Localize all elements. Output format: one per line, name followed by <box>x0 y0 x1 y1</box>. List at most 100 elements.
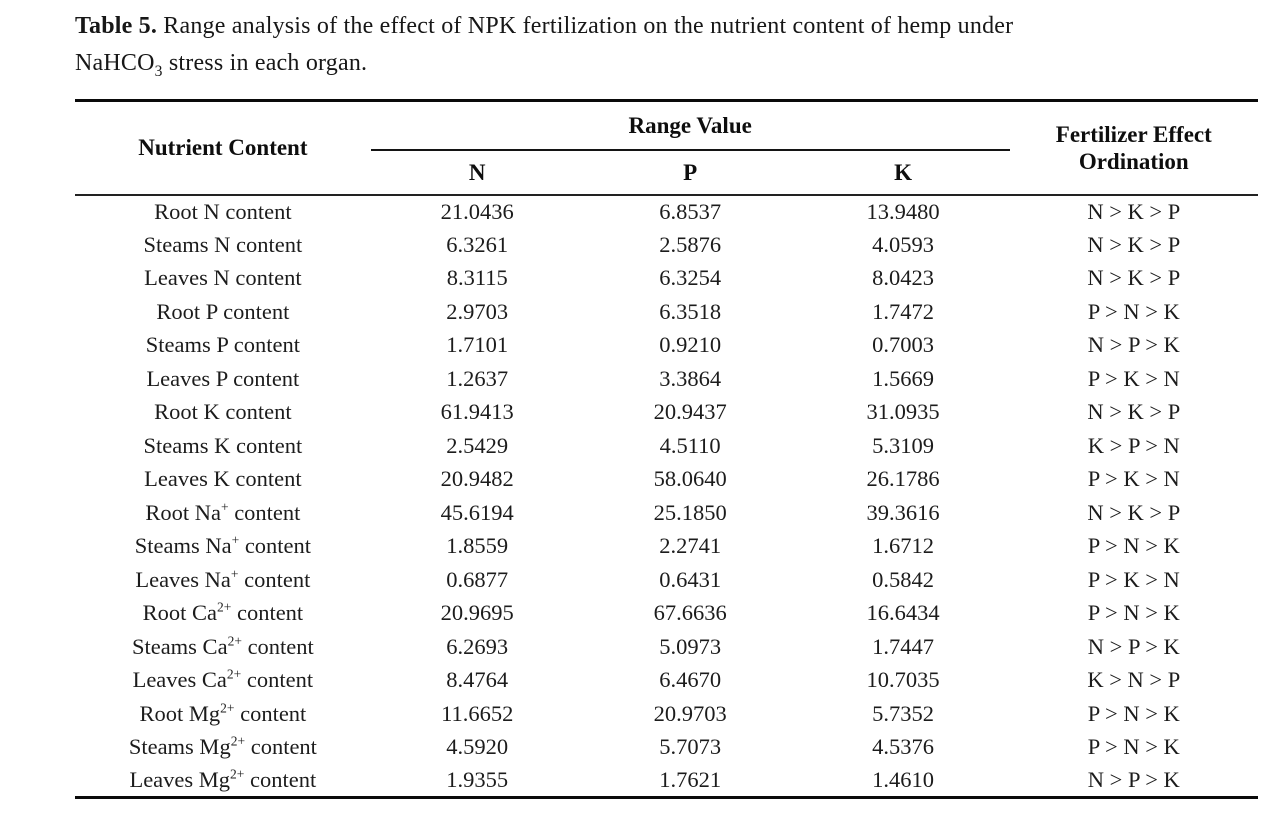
ordination-value: K > N > P <box>1087 667 1181 693</box>
k-range-value: 4.0593 <box>872 231 935 257</box>
k-range-value: 31.0935 <box>866 399 940 425</box>
n-range-value: 1.7101 <box>446 332 509 358</box>
table-row: Steams P content 1.7101 0.9210 0.7003 N > P … <box>75 329 1258 363</box>
n-range-value: 1.2637 <box>446 365 509 391</box>
n-range-value: 6.2693 <box>446 633 509 659</box>
table-row: Leaves Ca2+ content 8.4764 6.4670 10.7035 K … <box>75 664 1258 698</box>
n-range-value: 0.6877 <box>446 566 509 592</box>
table-row: Root Na+ content 45.6194 25.1850 39.3616 N >… <box>75 496 1258 530</box>
caption-text: Range analysis of the effect of NPK fert… <box>157 13 1014 39</box>
n-range-value: 4.5920 <box>446 734 509 760</box>
k-range-value: 39.3616 <box>866 499 940 525</box>
n-range-value: 1.9355 <box>446 767 509 792</box>
nutrient-label: Steams Na+ content <box>134 532 312 559</box>
caption-line-2: NaHCO3 stress in each organ. <box>75 45 1258 82</box>
table-row: Root K content 61.9413 20.9437 31.0935 N > K… <box>75 396 1258 430</box>
header-nutrient-content: Nutrient Content <box>138 135 308 161</box>
n-range-value: 61.9413 <box>440 399 514 425</box>
n-range-value: 2.5429 <box>446 432 509 458</box>
nutrient-label: Steams N content <box>143 231 303 257</box>
k-range-value: 5.7352 <box>872 700 935 726</box>
header-col-k: K <box>894 159 913 185</box>
nutrient-label: Root K content <box>154 399 292 425</box>
ordination-value: N > P > K <box>1087 767 1180 792</box>
caption-line-1: Table 5. Range analysis of the effect of… <box>75 8 1258 45</box>
nutrient-label: Steams Ca2+ content <box>131 633 314 659</box>
table-row: Leaves K content 20.9482 58.0640 26.1786 P >… <box>75 463 1258 497</box>
nutrient-label: Leaves N content <box>144 265 302 291</box>
n-range-value: 45.6194 <box>440 499 514 525</box>
ordination-value: P > K > N <box>1087 365 1180 391</box>
n-range-value: 20.9482 <box>440 466 514 492</box>
ordination-value: N > P > K <box>1087 633 1180 659</box>
nutrient-label: Leaves Ca2+ content <box>132 666 314 693</box>
k-range-value: 4.5376 <box>872 734 935 760</box>
range-analysis-table: Nutrient Content Range Value Fertilizer … <box>75 99 1258 799</box>
p-range-value: 0.9210 <box>659 332 722 358</box>
caption-chemical-subscript: 3 <box>154 62 163 80</box>
ion-charge-superscript: 2+ <box>226 666 242 682</box>
table-row: Steams Ca2+ content 6.2693 5.0973 1.7447 N >… <box>75 630 1258 664</box>
ordination-value: P > N > K <box>1087 700 1180 726</box>
ordination-value: N > K > P <box>1087 265 1181 291</box>
p-range-value: 4.5110 <box>659 432 721 458</box>
caption-table-number: Table 5. <box>75 13 158 39</box>
ion-charge-superscript: 2+ <box>230 766 245 782</box>
table-row: Leaves P content 1.2637 3.3864 1.5669 P > K … <box>75 362 1258 396</box>
k-range-value: 1.7447 <box>872 633 935 659</box>
table-row: Root Mg2+ content 11.6652 20.9703 5.7352 P >… <box>75 697 1258 731</box>
p-range-value: 67.6636 <box>653 600 727 626</box>
nutrient-label: Root Na+ content <box>145 499 301 525</box>
n-range-value: 2.9703 <box>446 298 509 324</box>
table-row: Root P content 2.9703 6.3518 1.7472 P > N > … <box>75 295 1258 329</box>
header-col-n: N <box>468 159 486 185</box>
table-row: Steams K content 2.5429 4.5110 5.3109 K > P … <box>75 429 1258 463</box>
p-range-value: 0.6431 <box>659 566 722 592</box>
nutrient-label: Leaves K content <box>144 466 302 492</box>
table-body: Root N content 21.0436 6.8537 13.9480 N > K … <box>75 195 1258 798</box>
p-range-value: 5.7073 <box>659 734 722 760</box>
table-header: Nutrient Content Range Value Fertilizer … <box>75 100 1258 195</box>
nutrient-label: Steams P content <box>145 332 300 358</box>
p-range-value: 25.1850 <box>653 499 727 525</box>
ion-charge-superscript: 2+ <box>230 733 246 749</box>
k-range-value: 10.7035 <box>866 667 940 693</box>
ion-charge-superscript: + <box>230 566 239 582</box>
p-range-value: 6.4670 <box>659 667 722 693</box>
table-row: Steams N content 6.3261 2.5876 4.0593 N > K … <box>75 228 1258 262</box>
k-range-value: 13.9480 <box>866 198 940 224</box>
table-row: Steams Na+ content 1.8559 2.2741 1.6712 P > … <box>75 530 1258 564</box>
table-row: Steams Mg2+ content 4.5920 5.7073 4.5376 P >… <box>75 731 1258 765</box>
ion-charge-superscript: 2+ <box>216 599 232 615</box>
p-range-value: 6.3254 <box>659 265 722 291</box>
nutrient-label: Leaves P content <box>146 365 300 391</box>
table-row: Leaves Na+ content 0.6877 0.6431 0.5842 P > … <box>75 563 1258 597</box>
caption-chemical-prefix: NaHCO <box>75 50 155 76</box>
k-range-value: 1.6712 <box>872 533 935 559</box>
ordination-value: P > K > N <box>1087 466 1180 492</box>
nutrient-label: Root Ca2+ content <box>142 599 304 626</box>
k-range-value: 0.7003 <box>872 332 935 358</box>
table-row: Root N content 21.0436 6.8537 13.9480 N > K … <box>75 195 1258 229</box>
k-range-value: 26.1786 <box>866 466 940 492</box>
n-range-value: 20.9695 <box>440 600 514 626</box>
n-range-value: 8.4764 <box>446 667 509 693</box>
p-range-value: 2.5876 <box>659 231 722 257</box>
nutrient-label: Steams K content <box>143 432 303 458</box>
ordination-value: P > K > N <box>1087 566 1180 592</box>
nutrient-label: Leaves Na+ content <box>135 566 311 592</box>
p-range-value: 20.9437 <box>653 399 727 425</box>
caption-text-continued: stress in each organ. <box>162 50 368 76</box>
k-range-value: 16.6434 <box>866 600 940 626</box>
ordination-value: N > K > P <box>1087 399 1181 425</box>
ordination-value: P > N > K <box>1087 533 1180 559</box>
ordination-value: N > K > P <box>1087 198 1181 224</box>
ion-charge-superscript: 2+ <box>220 700 235 716</box>
nutrient-label: Root P content <box>156 298 290 324</box>
n-range-value: 21.0436 <box>440 198 514 224</box>
k-range-value: 0.5842 <box>872 566 935 592</box>
table-row: Leaves N content 8.3115 6.3254 8.0423 N > K … <box>75 262 1258 296</box>
nutrient-label: Steams Mg2+ content <box>128 733 317 760</box>
ion-charge-superscript: 2+ <box>227 633 242 649</box>
